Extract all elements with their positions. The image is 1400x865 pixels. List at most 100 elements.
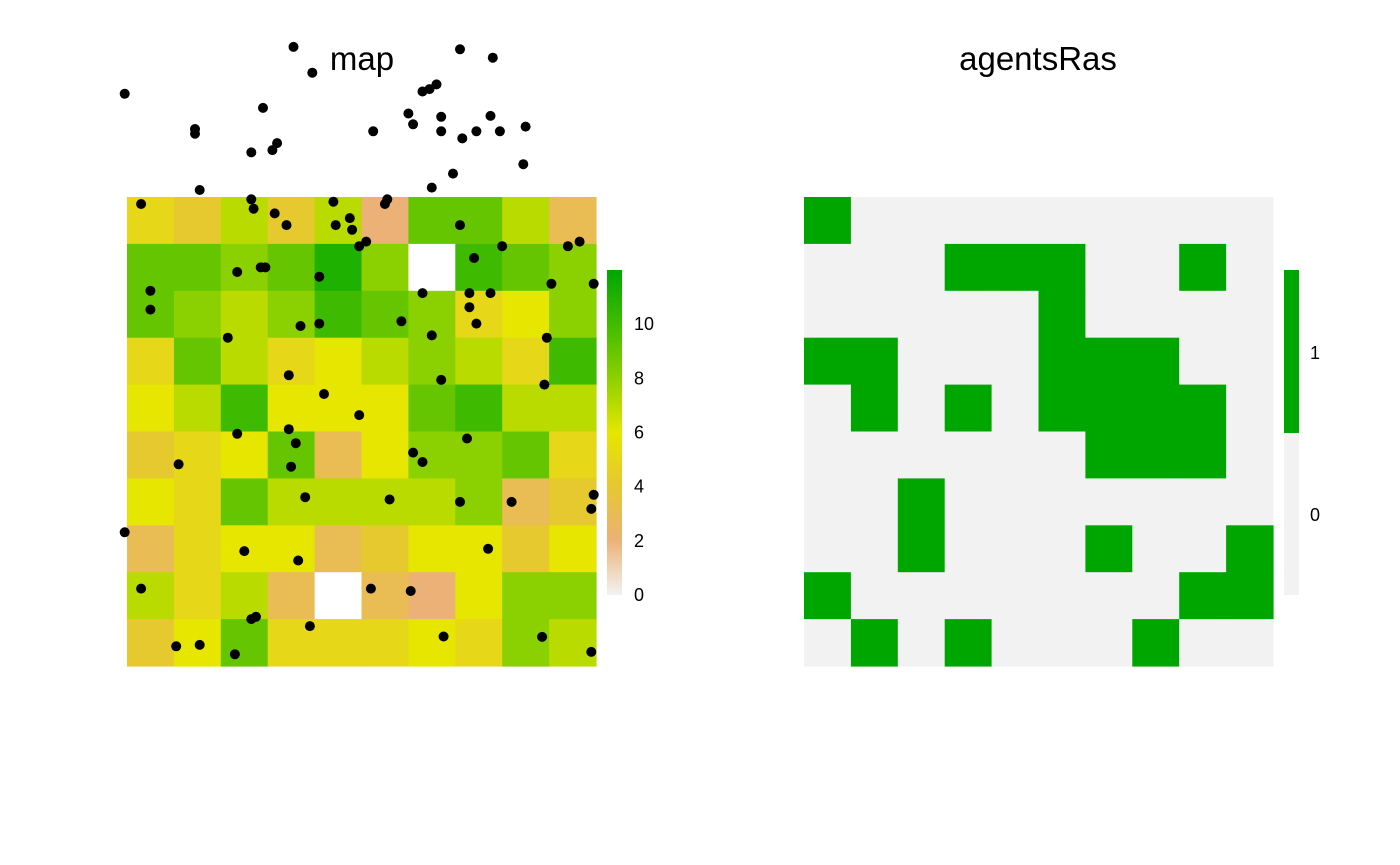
agent-point: [295, 321, 306, 331]
agent-point: [281, 220, 292, 231]
agent-point: [248, 203, 259, 214]
map-cell: [408, 619, 456, 667]
agent-point: [408, 119, 419, 130]
agentsras-cell: [991, 384, 1040, 433]
agentsras-raster: [804, 197, 1274, 667]
agent-point: [361, 236, 372, 247]
map-cell: [502, 197, 550, 245]
map-colorbar-tick-label: 4: [634, 477, 644, 497]
map-cell: [361, 525, 409, 573]
agentsras-cell: [1085, 337, 1133, 386]
map-cell: [455, 619, 503, 667]
agent-point: [469, 253, 480, 263]
agent-point: [562, 241, 573, 252]
agent-point: [267, 145, 278, 156]
agent-point: [314, 318, 325, 329]
map-cell: [455, 572, 503, 620]
agent-point: [497, 241, 508, 252]
agent-point: [246, 194, 257, 205]
agentsras-cell: [944, 619, 993, 667]
map-cell: [314, 525, 363, 573]
map-cell: [220, 197, 269, 245]
map-cell: [173, 290, 222, 339]
map-cell: [455, 243, 503, 292]
agent-point: [485, 110, 496, 121]
agent-point: [574, 236, 585, 247]
agentsras-cell: [1038, 619, 1086, 667]
agentsras-cell: [944, 243, 993, 292]
agent-point: [438, 631, 449, 642]
agent-point: [330, 220, 341, 231]
map-cell: [502, 431, 550, 479]
agent-point: [417, 288, 428, 299]
agentsras-cell: [850, 572, 899, 620]
agent-point: [251, 611, 261, 622]
agent-point: [457, 133, 468, 144]
agentsras-cell: [991, 431, 1040, 479]
agentsras-cell: [1179, 525, 1227, 573]
agentsras-cell: [1038, 525, 1086, 573]
agent-point: [304, 621, 315, 632]
agent-point: [269, 208, 280, 219]
map-cell: [502, 525, 550, 573]
agent-point: [487, 52, 498, 63]
agentsras-cell: [897, 478, 946, 526]
map-cell: [127, 572, 175, 620]
map-cell: [502, 384, 550, 433]
map-cell: [127, 478, 175, 526]
agentsras-cell: [1038, 572, 1086, 620]
map-cell: [220, 337, 269, 386]
agentsras-cell: [1132, 525, 1180, 573]
agent-point: [171, 641, 182, 652]
map-cell: [314, 619, 363, 667]
agent-point: [436, 374, 447, 385]
agentsras-cell: [1038, 290, 1086, 339]
agentsras-cell: [1038, 197, 1086, 245]
agent-point: [194, 639, 205, 650]
agentsras-cell: [1085, 290, 1133, 339]
map-cell: [267, 478, 316, 526]
agent-point: [239, 546, 250, 557]
agentsras-legend-swatch-1: [1284, 270, 1299, 433]
map-cell: [314, 243, 363, 292]
agent-point: [494, 126, 505, 137]
agentsras-cell: [1038, 431, 1086, 479]
agent-point: [119, 527, 130, 538]
map-cell: [267, 290, 316, 339]
agentsras-cell: [1226, 197, 1274, 245]
map-cell: [549, 525, 597, 573]
map-cell: [361, 384, 409, 433]
map-cell: [502, 290, 550, 339]
agentsras-cell: [944, 572, 993, 620]
map-cell: [220, 431, 269, 479]
agentsras-cell: [1179, 290, 1227, 339]
agentsras-cell: [1085, 572, 1133, 620]
agentsras-cell: [850, 384, 899, 433]
agent-point: [293, 555, 304, 566]
agent-point: [403, 108, 414, 119]
agent-point: [448, 168, 458, 179]
agentsras-cell: [804, 337, 852, 386]
agentsras-cell: [944, 197, 993, 245]
agentsras-cell: [850, 243, 899, 292]
map-cell: [173, 431, 222, 479]
agentsras-cell: [1085, 478, 1133, 526]
agentsras-cell: [804, 197, 852, 245]
agentsras-cell: [1085, 384, 1133, 433]
agentsras-cell: [1132, 197, 1180, 245]
map-cell: [173, 243, 222, 292]
map-cell: [549, 619, 597, 667]
map-cell: [127, 431, 175, 479]
agentsras-legend-swatch-0: [1284, 433, 1299, 595]
map-cell: [408, 572, 456, 620]
agentsras-cell: [1179, 197, 1227, 245]
map-cell: [314, 290, 363, 339]
map-cell: [361, 478, 409, 526]
map-cell: [361, 431, 409, 479]
agentsras-cell: [944, 478, 993, 526]
agentsras-cell: [1226, 431, 1274, 479]
agent-point: [464, 288, 475, 299]
map-cell: [267, 243, 316, 292]
agentsras-cell: [897, 290, 946, 339]
agent-point: [431, 79, 442, 90]
